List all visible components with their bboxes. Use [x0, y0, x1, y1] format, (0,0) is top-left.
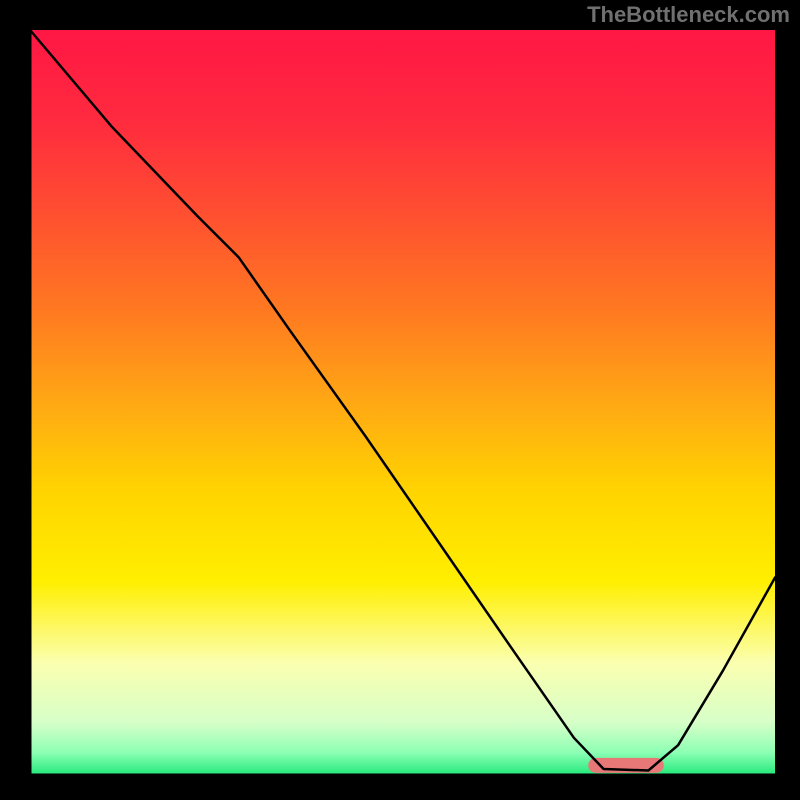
bottleneck-chart [0, 0, 800, 800]
watermark-text: TheBottleneck.com [587, 2, 790, 28]
chart-container: { "watermark": "TheBottleneck.com", "cha… [0, 0, 800, 800]
plot-background [30, 30, 775, 775]
